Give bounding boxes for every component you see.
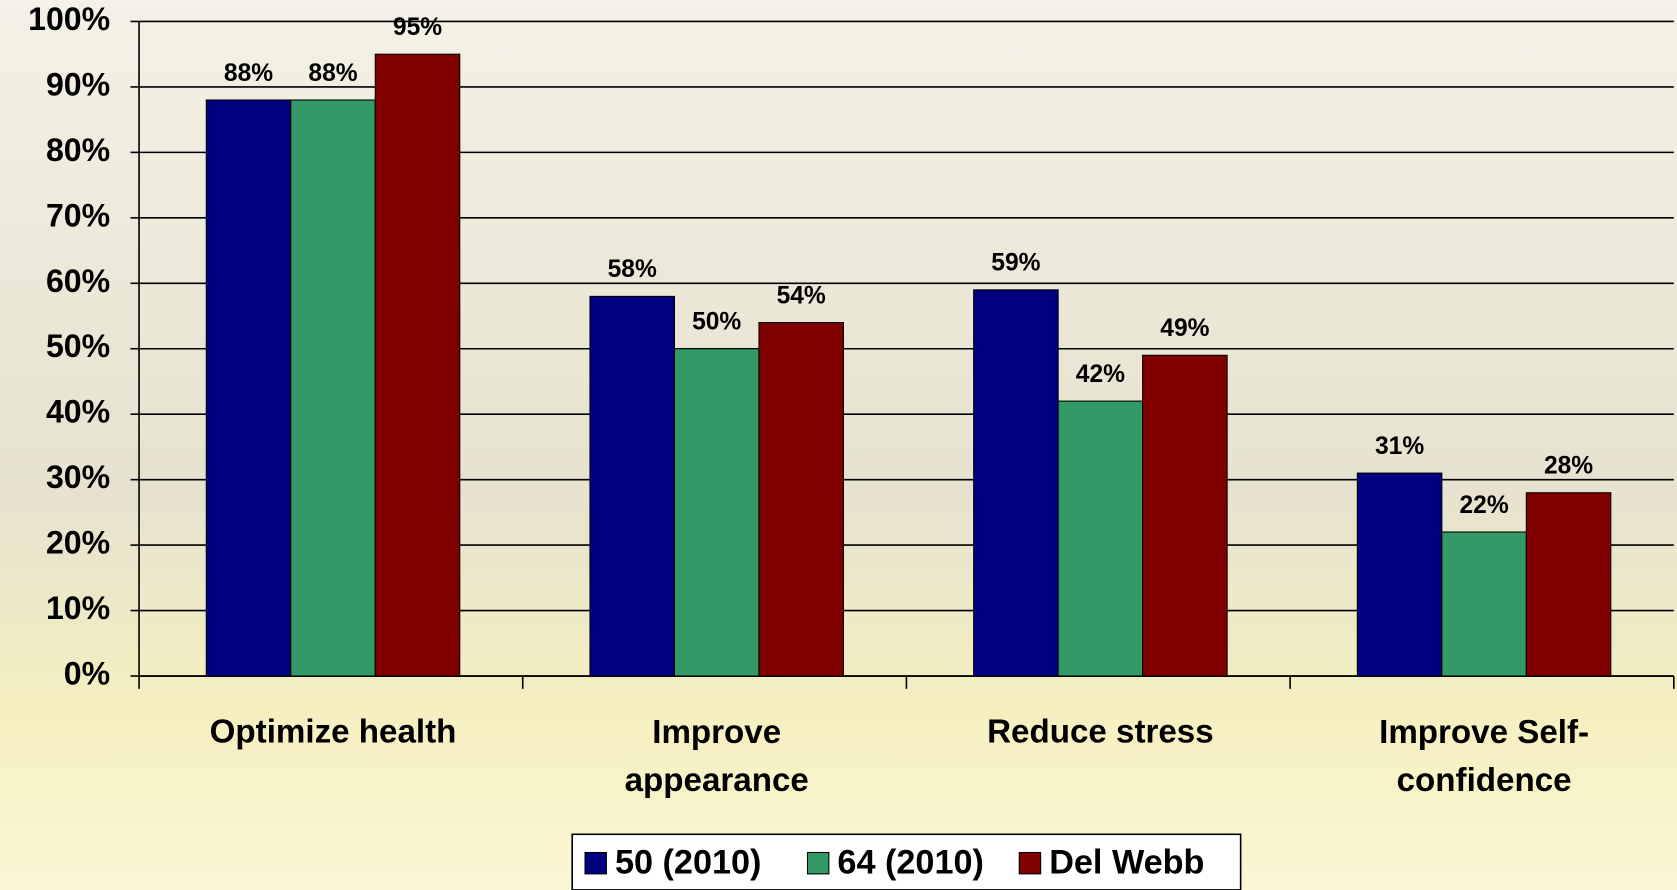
bar — [290, 99, 376, 677]
legend-swatch — [584, 851, 607, 875]
legend-label: Del Webb — [1049, 843, 1204, 881]
x-tick-label: Reduce stress — [987, 714, 1214, 751]
y-tick-label: 30% — [46, 459, 110, 495]
value-label: 49% — [1160, 315, 1209, 342]
bar — [1525, 492, 1612, 677]
value-label: 88% — [224, 60, 273, 87]
bar — [1441, 531, 1527, 677]
value-label: 88% — [308, 60, 357, 87]
legend-box — [571, 833, 1242, 890]
y-tick-label: 50% — [46, 328, 110, 364]
value-label: 50% — [692, 309, 741, 336]
legend-swatch — [1018, 851, 1042, 875]
x-tick-label: Optimize health — [210, 714, 457, 751]
value-label: 22% — [1459, 492, 1508, 519]
y-tick-label: 70% — [46, 197, 110, 233]
bar — [1142, 354, 1228, 677]
bar — [589, 295, 675, 677]
y-tick-label: 10% — [46, 590, 110, 626]
bar — [374, 53, 461, 677]
y-tick-label: 100% — [28, 1, 110, 37]
value-label: 31% — [1375, 433, 1424, 460]
value-label: 59% — [991, 250, 1040, 277]
value-label: 54% — [777, 282, 826, 309]
bar — [205, 99, 292, 677]
bar — [973, 289, 1059, 677]
bar — [758, 322, 844, 677]
x-tick-label: Improve Self-confidence — [1379, 714, 1589, 799]
bar — [1356, 472, 1443, 677]
y-tick-label: 20% — [46, 525, 110, 561]
x-tick-label: Improve appearance — [625, 714, 809, 799]
value-label: 95% — [393, 14, 442, 41]
legend-swatch — [806, 851, 830, 875]
value-label: 28% — [1544, 453, 1593, 480]
y-tick-label: 0% — [64, 655, 110, 691]
value-label: 42% — [1076, 361, 1125, 388]
y-tick-label: 80% — [46, 132, 110, 168]
y-tick-label: 60% — [46, 263, 110, 299]
value-label: 58% — [608, 256, 657, 283]
legend-label: 64 (2010) — [837, 843, 983, 881]
bar — [1057, 400, 1144, 677]
legend-label: 50 (2010) — [615, 843, 761, 881]
y-tick-label: 90% — [46, 66, 110, 102]
bar — [673, 348, 760, 677]
y-tick-label: 40% — [46, 394, 110, 430]
